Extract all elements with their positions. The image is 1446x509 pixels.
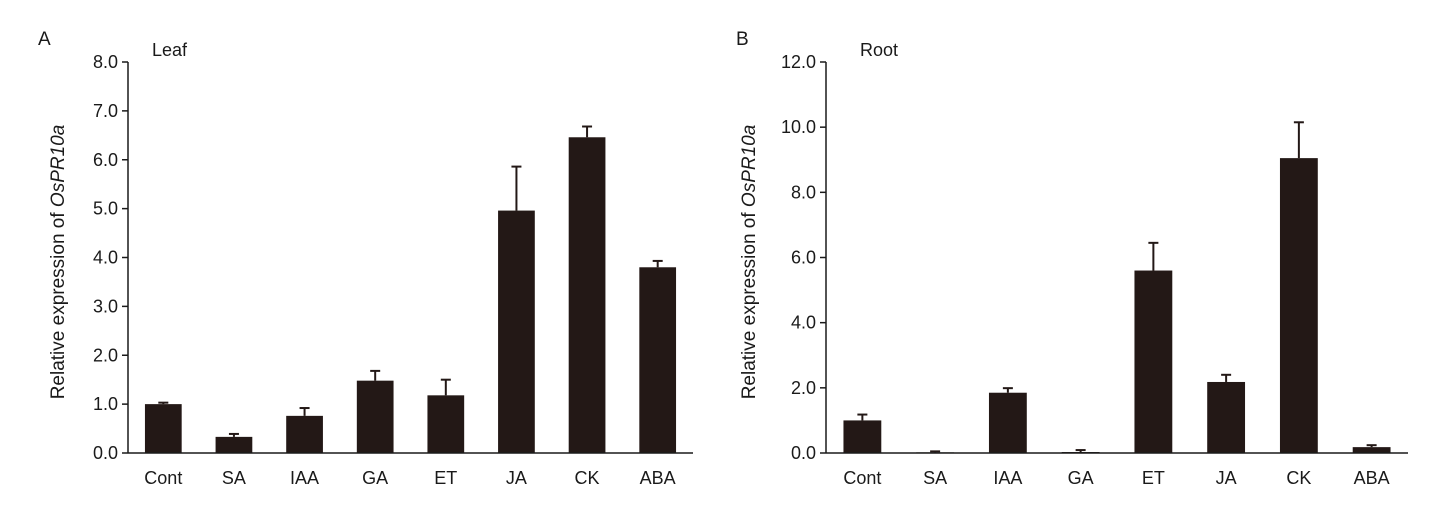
panel-title: Leaf	[152, 40, 188, 60]
bar-iaa	[988, 392, 1027, 453]
bar-sa	[215, 436, 253, 453]
y-axis-label-prefix: Relative expression of	[48, 207, 69, 399]
y-tick-label: 10.0	[781, 117, 816, 137]
y-tick-label: 8.0	[791, 182, 816, 202]
y-tick-label: 1.0	[93, 394, 118, 414]
y-tick-label: 5.0	[93, 199, 118, 219]
x-category-label: IAA	[290, 468, 319, 488]
x-category-label: IAA	[993, 468, 1022, 488]
y-tick-label: 3.0	[93, 296, 118, 316]
x-category-label: GA	[1068, 468, 1094, 488]
y-axis-label-prefix: Relative expression of	[739, 207, 760, 399]
bar-cont	[843, 420, 882, 453]
bar-ga	[356, 380, 394, 453]
y-tick-label: 8.0	[93, 52, 118, 72]
y-tick-label: 4.0	[93, 248, 118, 268]
chart-panel-leaf: A Leaf Relative expression of OsPR10a 0.…	[38, 29, 693, 488]
x-category-label: CK	[575, 468, 600, 488]
x-category-label: Cont	[843, 468, 881, 488]
y-tick-label: 2.0	[791, 378, 816, 398]
y-axis-label-gene: OsPR10a	[48, 125, 69, 207]
y-tick-label: 0.0	[791, 443, 816, 463]
x-category-label: SA	[222, 468, 246, 488]
y-ticks: 0.0 2.0 4.0 6.0 8.0 10.0 12.0	[781, 52, 826, 463]
bar-cont	[144, 404, 182, 453]
x-category-label: JA	[1216, 468, 1237, 488]
y-tick-label: 6.0	[93, 150, 118, 170]
y-axis-label-gene: OsPR10a	[739, 125, 760, 207]
y-tick-label: 12.0	[781, 52, 816, 72]
chart-panel-root: B Root Relative expression of OsPR10a 0.…	[736, 29, 1408, 488]
bar-aba	[1352, 447, 1391, 453]
y-tick-label: 4.0	[791, 313, 816, 333]
y-tick-label: 6.0	[791, 248, 816, 268]
axes	[825, 62, 1408, 454]
x-category-label: CK	[1286, 468, 1311, 488]
bars	[144, 125, 677, 453]
x-category-label: ABA	[1354, 468, 1390, 488]
bar-aba	[639, 267, 677, 453]
category-labels: Cont SA IAA GA ET JA CK ABA	[144, 468, 675, 488]
x-category-label: ET	[1142, 468, 1165, 488]
bar-et	[427, 395, 465, 453]
axes	[127, 62, 693, 454]
bar-ja	[1207, 381, 1246, 453]
bar-ck	[1279, 158, 1318, 453]
x-category-label: ABA	[640, 468, 676, 488]
bar-ja	[498, 210, 535, 453]
bar-ck	[568, 137, 606, 453]
x-category-label: Cont	[144, 468, 182, 488]
y-axis-label: Relative expression of OsPR10a	[48, 125, 69, 400]
x-category-label: JA	[506, 468, 527, 488]
x-category-label: GA	[362, 468, 388, 488]
panel-title: Root	[860, 40, 898, 60]
x-category-label: ET	[434, 468, 457, 488]
bars	[843, 121, 1391, 453]
bar-iaa	[286, 415, 323, 453]
y-tick-label: 7.0	[93, 101, 118, 121]
panel-letter: B	[736, 29, 749, 50]
panel-letter: A	[38, 29, 51, 50]
y-axis-label: Relative expression of OsPR10a	[739, 125, 760, 400]
y-ticks: 0.0 1.0 2.0 3.0 4.0 5.0 6.0 7.0 8.0	[93, 52, 128, 463]
x-category-label: SA	[923, 468, 947, 488]
bar-et	[1134, 270, 1173, 453]
y-tick-label: 2.0	[93, 345, 118, 365]
category-labels: Cont SA IAA GA ET JA CK ABA	[843, 468, 1389, 488]
y-tick-label: 0.0	[93, 443, 118, 463]
